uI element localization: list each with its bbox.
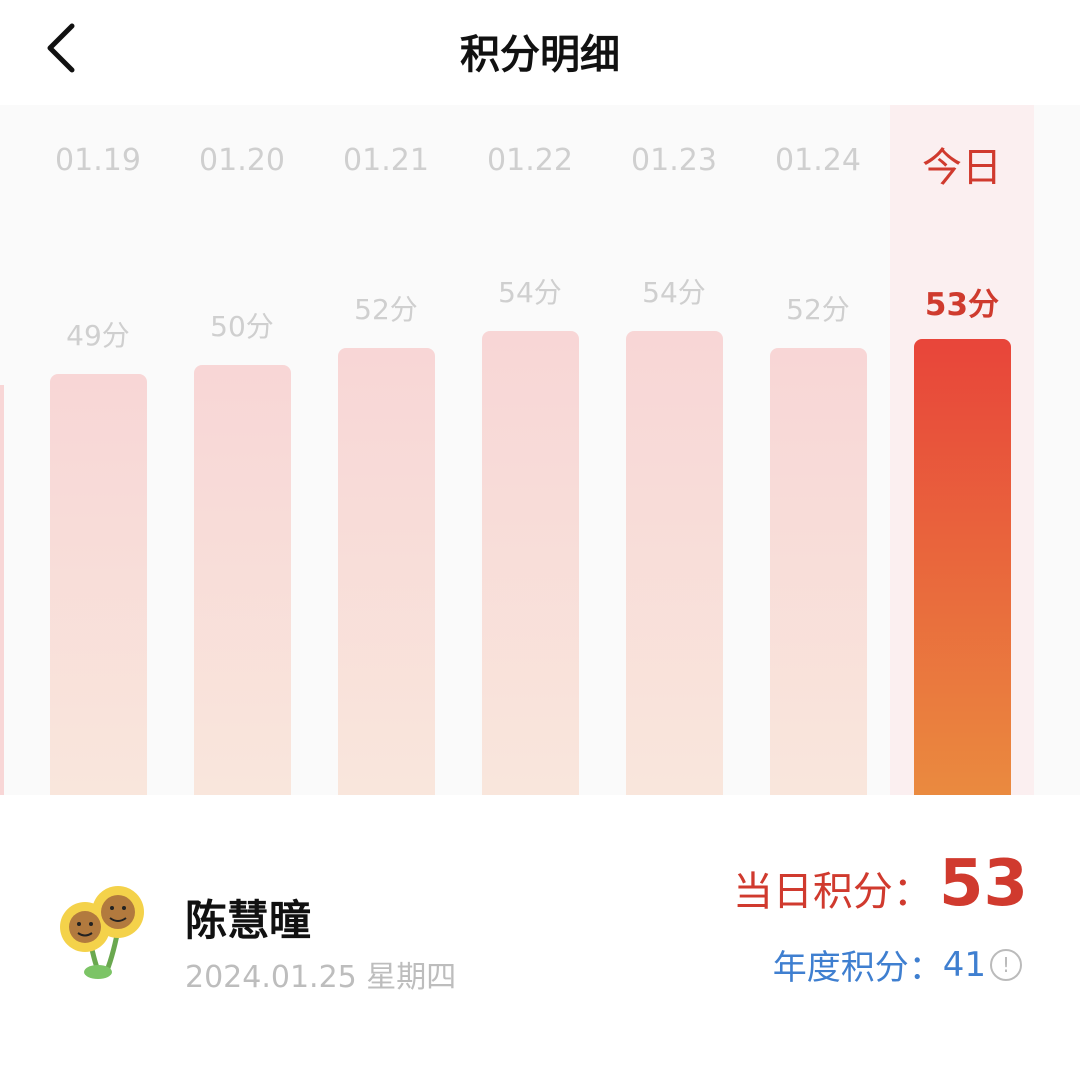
bar[interactable] — [482, 330, 579, 795]
info-icon[interactable]: ! — [990, 948, 1022, 981]
date-label: 01.24 — [775, 143, 861, 178]
chart-column[interactable]: 01.22 54分 — [458, 105, 602, 795]
score-label: 54分 — [642, 275, 706, 309]
score-label: 53分 — [924, 287, 1000, 324]
bar[interactable] — [770, 347, 867, 795]
date-label: 01.21 — [343, 143, 429, 178]
daily-points-value: 53 — [938, 847, 1028, 921]
chart-column[interactable]: 01.24 52分 — [746, 105, 890, 795]
page-title: 积分明细 — [460, 32, 620, 78]
score-label: 52分 — [786, 292, 850, 326]
bar[interactable] — [338, 347, 435, 795]
date-label: 01.20 — [199, 143, 285, 178]
score-label: 52分 — [354, 292, 418, 326]
current-date: 2024.01.25 星期四 — [185, 960, 457, 995]
chart-column[interactable]: 01.19 49分 — [26, 105, 170, 795]
date-label: 01.19 — [55, 143, 141, 178]
bar[interactable] — [626, 330, 723, 795]
annual-points-label: 年度积分： — [772, 948, 943, 988]
date-label: 01.23 — [631, 143, 717, 178]
header: 积分明细 — [0, 0, 1080, 105]
annual-points-value: 41 — [942, 944, 986, 985]
chart-column[interactable]: 01.20 50分 — [170, 105, 314, 795]
sunflower-avatar-icon — [60, 886, 144, 979]
chart-column[interactable]: 01.21 52分 — [314, 105, 458, 795]
points-bar-chart: 01.19 49分 01.20 50分 01.21 52分 01.22 54分 01.23 54分… — [0, 105, 1080, 795]
chart-column[interactable]: 今日 53分 — [890, 105, 1034, 795]
bar[interactable] — [194, 365, 291, 795]
annual-points: 年度积分： 41 ! — [773, 940, 1022, 989]
score-label: 50分 — [210, 310, 274, 343]
score-label: 54分 — [498, 275, 562, 309]
chart-column[interactable]: 01.23 54分 — [602, 105, 746, 795]
score-label: 49分 — [66, 318, 130, 352]
bar[interactable] — [914, 339, 1011, 795]
previous-day-bar — [0, 385, 4, 795]
daily-points-label: 当日积分： — [732, 869, 933, 915]
date-label: 今日 — [922, 145, 1002, 191]
summary-panel: 陈慧曈 2024.01.25 星期四 当日积分： 53 年度积分： 41 ! — [0, 795, 1080, 1080]
bar[interactable] — [50, 373, 147, 795]
user-name: 陈慧曈 — [185, 896, 312, 945]
daily-points: 当日积分： 53 — [733, 847, 1028, 921]
date-label: 01.22 — [487, 143, 573, 178]
back-chevron-icon[interactable] — [40, 20, 90, 76]
